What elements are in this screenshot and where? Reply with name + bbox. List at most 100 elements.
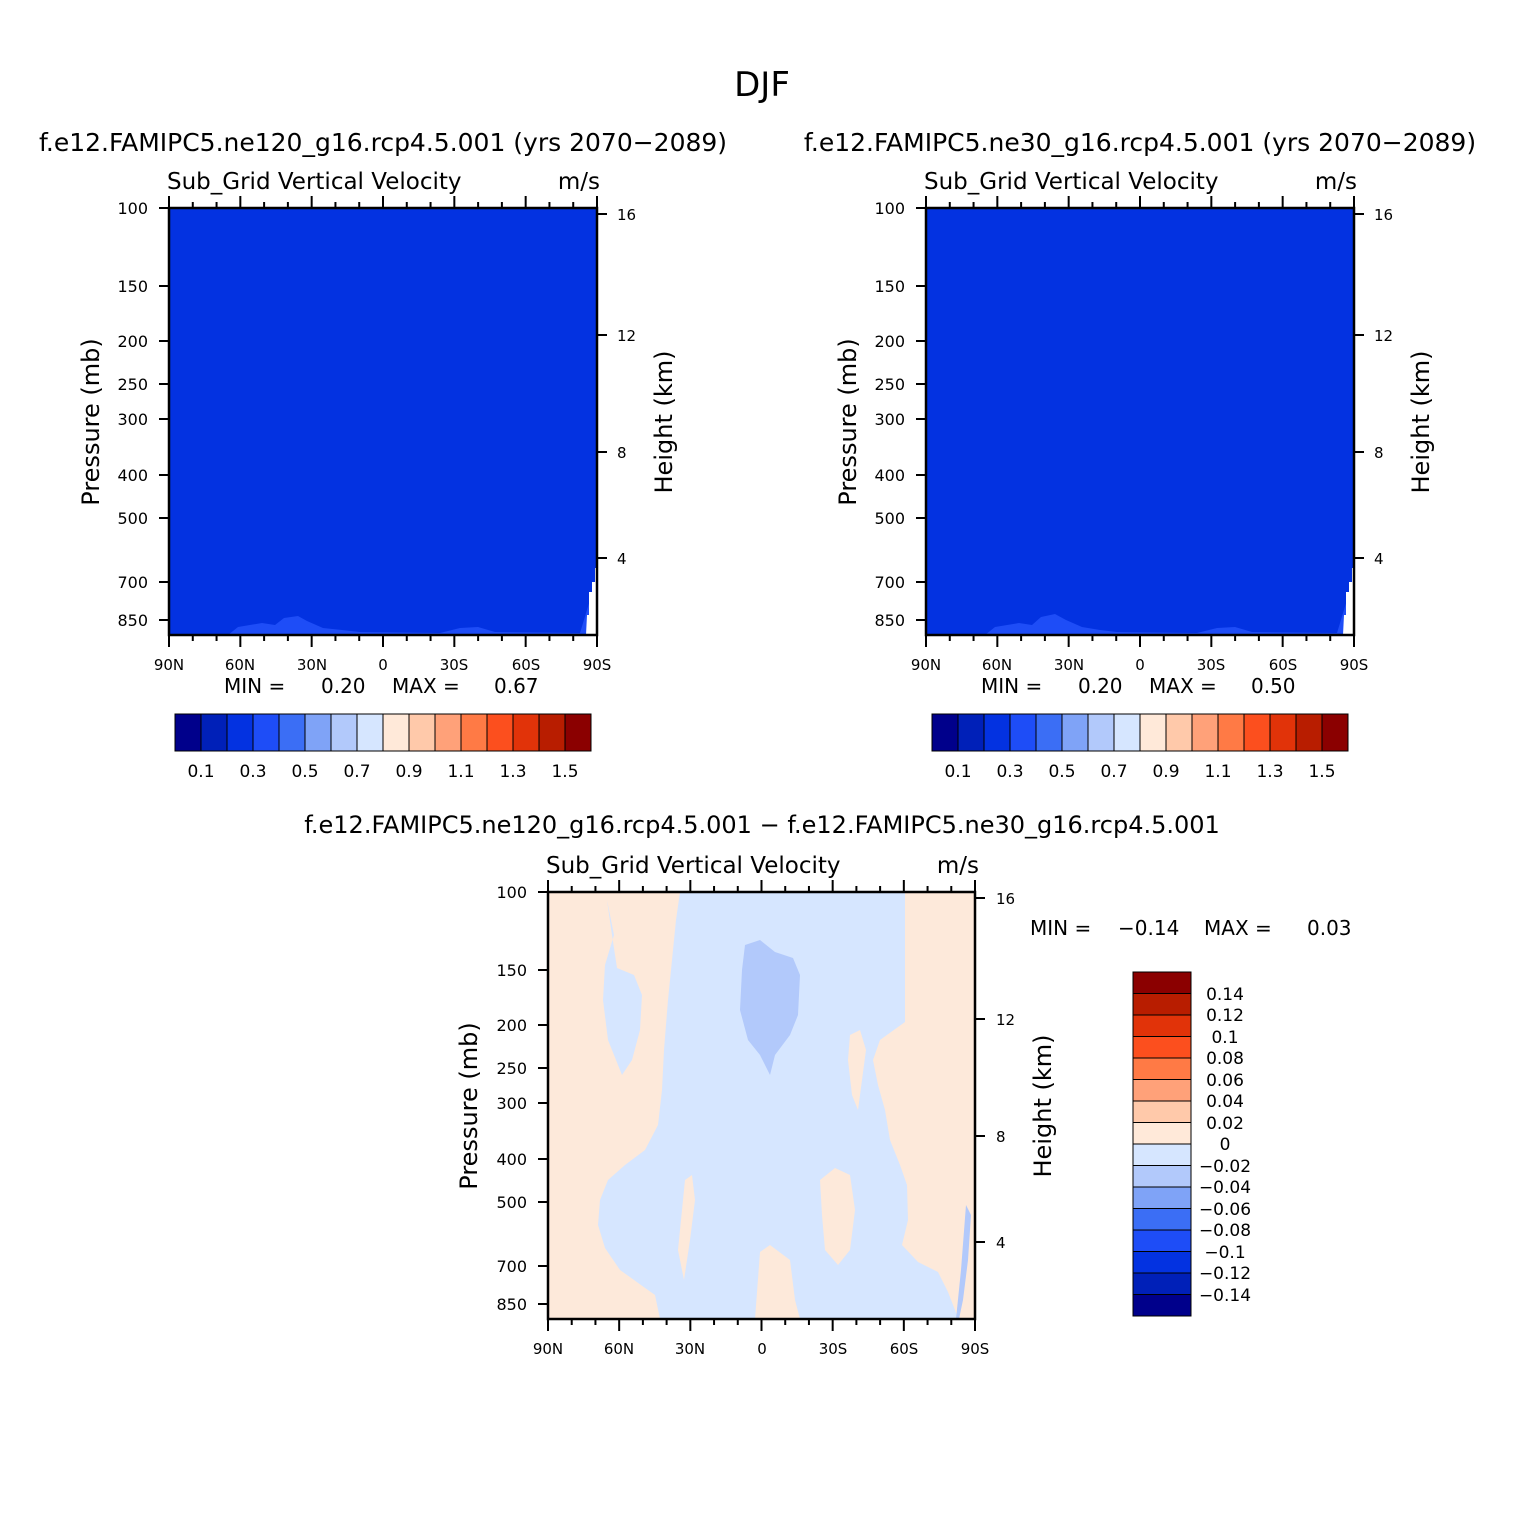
panel-2-colorbar xyxy=(931,713,1349,752)
colorbar-label: 1.3 xyxy=(499,762,526,782)
x-tick-label: 60N xyxy=(982,656,1012,674)
colorbar-swatch xyxy=(1132,1272,1192,1295)
panel-1-y-axis-label: Pressure (mb) xyxy=(77,338,105,505)
panel-2-y-tick-labels: 100 150 200 250 300 400 500 700 850 xyxy=(874,199,905,630)
panel-3-minmax: MIN = −0.14 MAX = 0.03 xyxy=(1030,916,1352,940)
colorbar-label: 1.5 xyxy=(1308,762,1335,782)
colorbar-label: 0.14 xyxy=(1206,985,1244,1005)
max-value: 0.67 xyxy=(494,674,539,698)
colorbar-swatch xyxy=(1217,713,1245,752)
panel-3: f.e12.FAMIPC5.ne120_g16.rcp4.5.001 − f.e… xyxy=(304,811,1351,1358)
colorbar-swatch xyxy=(1132,1208,1192,1231)
panel-3-right-tick-labels: 16 12 8 4 xyxy=(996,890,1015,1252)
y-tick-label: 100 xyxy=(874,199,905,218)
x-tick-label: 90N xyxy=(533,1340,563,1358)
colorbar-label: 0.3 xyxy=(239,762,266,782)
panel-1-x-tick-labels: 90N 60N 30N 0 30S 60S 90S xyxy=(154,656,611,674)
panel-2-title: f.e12.FAMIPC5.ne30_g16.rcp4.5.001 (yrs 2… xyxy=(804,128,1476,157)
colorbar-label: 0.1 xyxy=(944,762,971,782)
right-tick-label: 16 xyxy=(996,890,1015,908)
panel-2-lower-band xyxy=(985,585,1354,635)
colorbar-label: −0.06 xyxy=(1199,1200,1251,1220)
colorbar-swatch xyxy=(1035,713,1063,752)
colorbar-swatch xyxy=(1113,713,1141,752)
colorbar-swatch xyxy=(1132,1229,1192,1252)
figure-title: DJF xyxy=(734,65,790,105)
colorbar-swatch xyxy=(174,713,202,752)
colorbar-swatch xyxy=(1132,993,1192,1016)
x-tick-label: 30N xyxy=(675,1340,705,1358)
x-tick-label: 90S xyxy=(583,656,612,674)
min-label: MIN = xyxy=(981,674,1042,698)
y-tick-label: 100 xyxy=(117,199,148,218)
panel-3-edge-strip xyxy=(956,1205,971,1319)
x-tick-label: 90S xyxy=(1340,656,1369,674)
colorbar-swatch xyxy=(252,713,280,752)
y-tick-label: 200 xyxy=(874,332,905,351)
panel-1-plot-area xyxy=(169,208,597,635)
colorbar-swatch xyxy=(983,713,1011,752)
colorbar-swatch xyxy=(957,713,985,752)
y-tick-label: 100 xyxy=(496,883,527,902)
max-label: MAX = xyxy=(1204,916,1272,940)
colorbar-swatch xyxy=(408,713,436,752)
right-tick-label: 4 xyxy=(996,1234,1006,1252)
panel-1-y-tick-marks xyxy=(159,207,607,621)
panel-2: f.e12.FAMIPC5.ne30_g16.rcp4.5.001 (yrs 2… xyxy=(804,128,1476,782)
colorbar-swatch xyxy=(931,713,959,752)
y-tick-label: 300 xyxy=(874,410,905,429)
colorbar-swatch xyxy=(1321,713,1349,752)
panel-3-right-axis-label: Height (km) xyxy=(1029,1035,1057,1178)
y-tick-label: 150 xyxy=(496,961,527,980)
colorbar-swatch xyxy=(486,713,514,752)
panel-1-y-tick-labels: 100 150 200 250 300 400 500 700 850 xyxy=(117,199,148,630)
colorbar-swatch xyxy=(1191,713,1219,752)
colorbar-swatch xyxy=(304,713,332,752)
x-tick-label: 90S xyxy=(961,1340,990,1358)
colorbar-swatch xyxy=(1132,1014,1192,1037)
panel-1-colorbar-labels: 0.1 0.3 0.5 0.7 0.9 1.1 1.3 1.5 xyxy=(187,762,578,782)
right-tick-label: 12 xyxy=(1374,327,1393,345)
right-tick-label: 12 xyxy=(996,1011,1015,1029)
max-value: 0.50 xyxy=(1251,674,1296,698)
colorbar-label: −0.1 xyxy=(1204,1243,1245,1263)
y-tick-label: 300 xyxy=(496,1094,527,1113)
colorbar-label: 1.1 xyxy=(447,762,474,782)
y-tick-label: 400 xyxy=(117,466,148,485)
colorbar-label: 0 xyxy=(1220,1135,1231,1155)
panel-3-negative-patch-upper-left xyxy=(603,900,642,1075)
colorbar-swatch xyxy=(1009,713,1037,752)
x-tick-label: 0 xyxy=(757,1340,767,1358)
colorbar-label: −0.14 xyxy=(1199,1286,1251,1306)
colorbar-label: −0.04 xyxy=(1199,1178,1251,1198)
panel-1-minmax: MIN = 0.20 MAX = 0.67 xyxy=(224,674,539,698)
y-tick-label: 150 xyxy=(874,277,905,296)
x-tick-label: 60N xyxy=(604,1340,634,1358)
colorbar-swatch xyxy=(1132,1079,1192,1102)
colorbar-label: 0.7 xyxy=(343,762,370,782)
panel-3-units: m/s xyxy=(937,853,979,879)
y-tick-label: 200 xyxy=(117,332,148,351)
right-tick-label: 8 xyxy=(617,444,627,462)
x-tick-label: 90N xyxy=(911,656,941,674)
colorbar-label: 0.3 xyxy=(996,762,1023,782)
panel-2-x-tick-marks xyxy=(925,196,1355,647)
colorbar-swatch xyxy=(538,713,566,752)
panel-2-right-tick-labels: 16 12 8 4 xyxy=(1374,206,1393,568)
y-tick-label: 150 xyxy=(117,277,148,296)
panel-3-colorbar-labels: 0.14 0.12 0.1 0.08 0.06 0.04 0.02 0 −0.0… xyxy=(1199,985,1251,1306)
x-tick-label: 30S xyxy=(819,1340,848,1358)
x-tick-label: 30N xyxy=(1054,656,1084,674)
right-tick-label: 4 xyxy=(1374,550,1384,568)
panel-2-x-tick-labels: 90N 60N 30N 0 30S 60S 90S xyxy=(911,656,1368,674)
colorbar-swatch xyxy=(1061,713,1089,752)
colorbar-label: −0.08 xyxy=(1199,1221,1251,1241)
x-tick-label: 0 xyxy=(1135,656,1145,674)
panel-1-colorbar xyxy=(174,713,592,752)
colorbar-swatch xyxy=(382,713,410,752)
colorbar-label: 1.5 xyxy=(551,762,578,782)
max-label: MAX = xyxy=(392,674,460,698)
y-tick-label: 850 xyxy=(117,611,148,630)
x-tick-label: 60S xyxy=(1269,656,1298,674)
